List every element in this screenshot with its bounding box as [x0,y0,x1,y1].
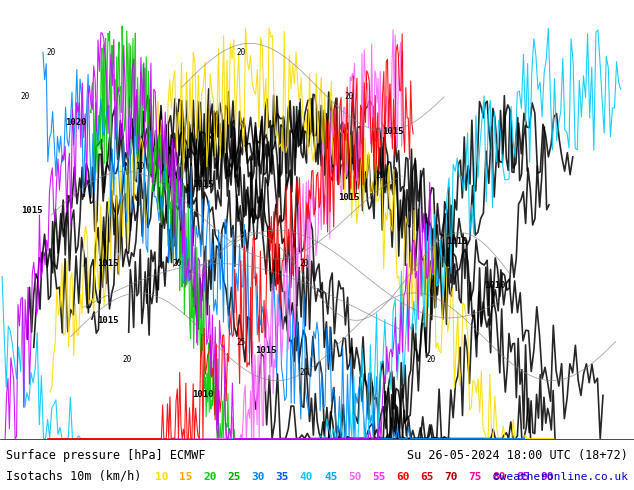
Text: 20: 20 [300,368,309,377]
Text: 20: 20 [300,259,309,268]
Text: 1020: 1020 [65,118,87,127]
Text: 20: 20 [376,171,385,180]
Text: 20: 20 [236,48,245,57]
Text: 55: 55 [372,472,385,482]
Text: Su 26-05-2024 18:00 UTC (18+72): Su 26-05-2024 18:00 UTC (18+72) [407,449,628,462]
Text: ©weatheronline.co.uk: ©weatheronline.co.uk [493,472,628,482]
Text: 1010: 1010 [192,390,214,399]
Text: 1015: 1015 [21,206,42,215]
Text: 20: 20 [204,472,217,482]
Text: 25: 25 [236,338,245,346]
Text: 1010: 1010 [484,281,505,290]
Text: 40: 40 [300,472,313,482]
Text: 20: 20 [344,92,353,101]
Text: 30: 30 [252,472,265,482]
Text: 1015: 1015 [382,127,404,136]
Text: 1015: 1015 [97,259,119,268]
Text: 20: 20 [122,355,131,364]
Text: 20: 20 [46,48,55,57]
Text: 10: 10 [135,162,144,171]
Text: 70: 70 [444,472,458,482]
Text: 1010: 1010 [446,237,467,245]
Text: 25: 25 [228,472,241,482]
Text: 1015: 1015 [256,346,277,355]
Text: 20: 20 [21,92,30,101]
Text: 1015: 1015 [192,180,214,189]
Text: 50: 50 [348,472,361,482]
Text: 65: 65 [420,472,434,482]
Text: 45: 45 [324,472,337,482]
Text: 1015: 1015 [97,316,119,325]
Text: 75: 75 [469,472,482,482]
Text: 15: 15 [179,472,193,482]
Text: 20: 20 [427,355,436,364]
Text: 20: 20 [173,259,182,268]
Text: 10: 10 [155,472,169,482]
Text: Surface pressure [hPa] ECMWF: Surface pressure [hPa] ECMWF [6,449,206,462]
Text: 35: 35 [276,472,289,482]
Text: 80: 80 [493,472,506,482]
Text: 60: 60 [396,472,410,482]
Text: 85: 85 [517,472,530,482]
Text: Isotachs 10m (km/h): Isotachs 10m (km/h) [6,469,142,482]
Text: 1015: 1015 [338,193,359,202]
Text: 90: 90 [541,472,554,482]
